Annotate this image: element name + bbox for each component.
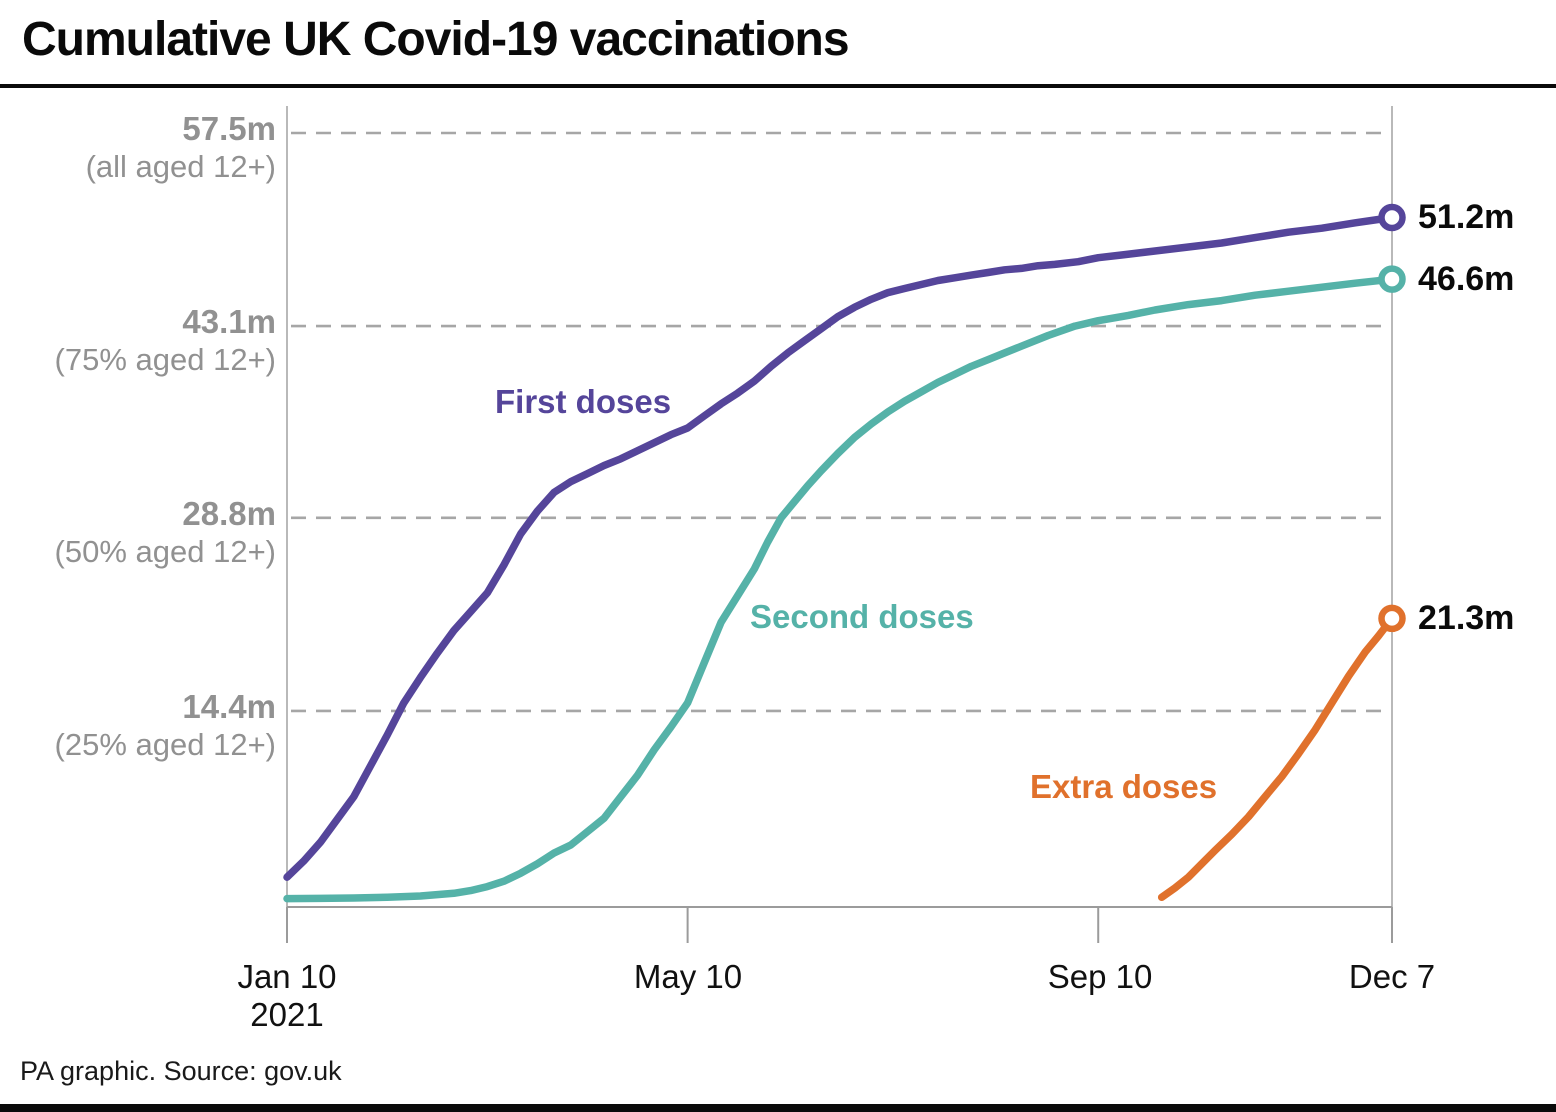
x-tick-year: 2021	[250, 995, 324, 1033]
x-tick-text: Sep 10	[1047, 958, 1153, 995]
source-credit: PA graphic. Source: gov.uk	[20, 1056, 342, 1086]
x-tick-text: May 10	[633, 958, 743, 995]
y-axis-label-14-4m: 14.4m (25% aged 12+)	[0, 690, 276, 760]
y-axis-value: 14.4m	[182, 688, 276, 725]
series-label-first-doses: First doses	[495, 383, 672, 420]
y-axis-label-57-5m: 57.5m (all aged 12+)	[0, 112, 276, 182]
y-axis-label-43-1m: 43.1m (75% aged 12+)	[0, 305, 276, 375]
line-extra-doses	[1157, 614, 1396, 902]
chart-title: Cumulative UK Covid-19 vaccinations	[22, 13, 850, 66]
end-value-first-doses: 51.2m	[1418, 198, 1515, 236]
x-axis-label-sep10: Sep 10	[990, 958, 1210, 996]
end-value-extra-doses: 21.3m	[1418, 599, 1515, 637]
line-first-doses	[283, 213, 1396, 881]
y-axis-sublabel: (75% aged 12+)	[54, 342, 276, 377]
x-tick-text: Jan 10	[237, 958, 337, 995]
x-axis-label-may10: May 10	[578, 958, 798, 996]
x-axis-label-jan10: Jan 10 2021	[177, 958, 397, 1034]
y-axis-value: 43.1m	[182, 303, 276, 340]
x-axis-label-dec7: Dec 7	[1282, 958, 1502, 996]
series-label-second-doses: Second doses	[750, 598, 974, 635]
y-axis-value: 57.5m	[182, 110, 276, 147]
end-marker-first-doses	[1378, 203, 1406, 232]
y-axis-value: 28.8m	[182, 495, 276, 532]
footer-divider	[0, 1104, 1556, 1112]
end-marker-second-doses	[1378, 265, 1406, 293]
y-axis-label-28-8m: 28.8m (50% aged 12+)	[0, 497, 276, 567]
end-marker-extra-doses	[1378, 604, 1406, 633]
y-axis-sublabel: (25% aged 12+)	[54, 727, 276, 762]
y-axis-sublabel: (50% aged 12+)	[54, 534, 276, 569]
end-value-second-doses: 46.6m	[1418, 260, 1515, 298]
series-label-extra-doses: Extra doses	[1030, 768, 1218, 805]
line-second-doses	[283, 275, 1396, 903]
x-tick-text: Dec 7	[1348, 958, 1436, 995]
y-axis-sublabel: (all aged 12+)	[85, 149, 276, 184]
title-divider	[0, 84, 1556, 88]
